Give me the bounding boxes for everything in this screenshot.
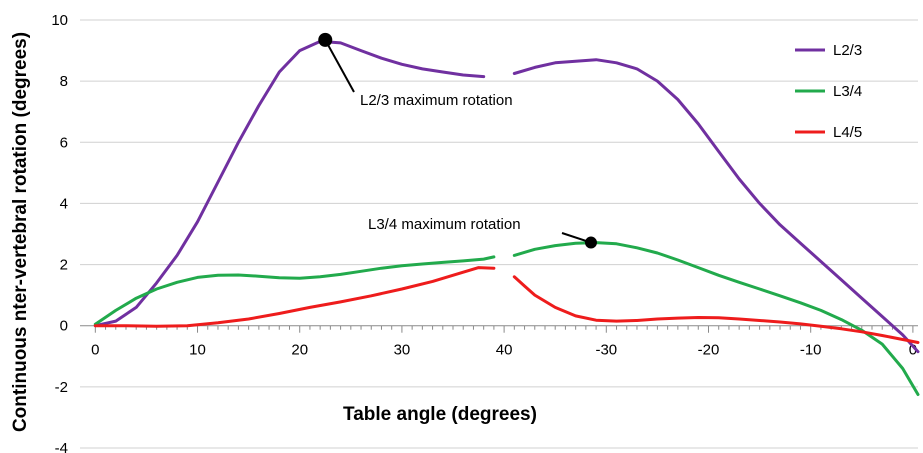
- legend-label: L3/4: [833, 83, 862, 100]
- y-tick-label: 6: [60, 134, 68, 151]
- x-tick-label: 10: [189, 342, 206, 359]
- x-tick-label: 40: [496, 342, 513, 359]
- x-tick-label: 30: [394, 342, 411, 359]
- series-line-L2-3-segment-1: [93, 39, 486, 328]
- x-tick-label: 0: [909, 342, 917, 359]
- x-tick-label: -30: [595, 342, 617, 359]
- x-tick-label: -20: [698, 342, 720, 359]
- legend-label: L2/3: [833, 42, 862, 59]
- y-tick-label: 10: [51, 12, 68, 29]
- x-tick-label: 20: [291, 342, 308, 359]
- legend: L2/3 L3/4 L4/5: [795, 42, 862, 141]
- annotation-marker: [318, 32, 333, 47]
- annotation-label: L3/4 maximum rotation: [368, 216, 521, 233]
- y-tick-label: 8: [60, 73, 68, 90]
- annotation-marker: [584, 236, 597, 249]
- y-tick-label: -4: [55, 440, 68, 453]
- annotations: L2/3 maximum rotation L3/4 maximum rotati…: [318, 32, 597, 249]
- series-layer: [93, 39, 920, 396]
- series-line-L2-3-segment-2: [512, 58, 920, 354]
- x-tick-label: -10: [800, 342, 822, 359]
- x-tick-label: 0: [91, 342, 99, 359]
- series-line-L3-4-segment-1: [93, 255, 496, 326]
- legend-label: L4/5: [833, 124, 862, 141]
- gridlines: [80, 19, 918, 449]
- x-axis-title: Table angle (degrees): [343, 404, 537, 425]
- y-tick-label: 0: [60, 318, 68, 335]
- y-tick-label: -2: [55, 379, 68, 396]
- y-tick-label: 2: [60, 257, 68, 274]
- y-tick-label: 4: [60, 195, 68, 212]
- series-line-L3-4-segment-2: [512, 241, 920, 396]
- annotation-label: L2/3 maximum rotation: [360, 92, 513, 109]
- annotation-leader-line: [324, 39, 355, 93]
- series-line-L4-5-segment-2: [512, 275, 920, 344]
- series-line-L4-5-segment-1: [93, 266, 496, 328]
- y-axis-title: Continuous nter-vertebral rotation (degr…: [10, 32, 31, 432]
